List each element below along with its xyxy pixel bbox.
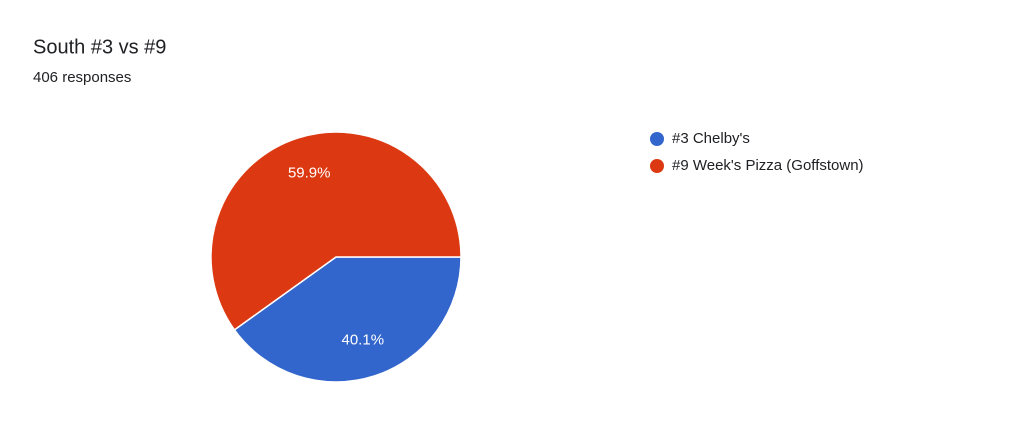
data-label: 40.1% <box>342 331 385 348</box>
legend-label: #3 Chelby's <box>672 130 750 147</box>
legend-swatch <box>650 159 664 173</box>
chart-title: South #3 vs #9 <box>33 36 166 58</box>
data-label: 59.9% <box>288 165 331 182</box>
chart-subtitle: 406 responses <box>33 69 131 86</box>
pie-slice <box>233 256 462 383</box>
pie-slice <box>210 131 462 331</box>
legend-label: #9 Week's Pizza (Goffstown) <box>672 157 864 174</box>
legend-swatch <box>650 132 664 146</box>
